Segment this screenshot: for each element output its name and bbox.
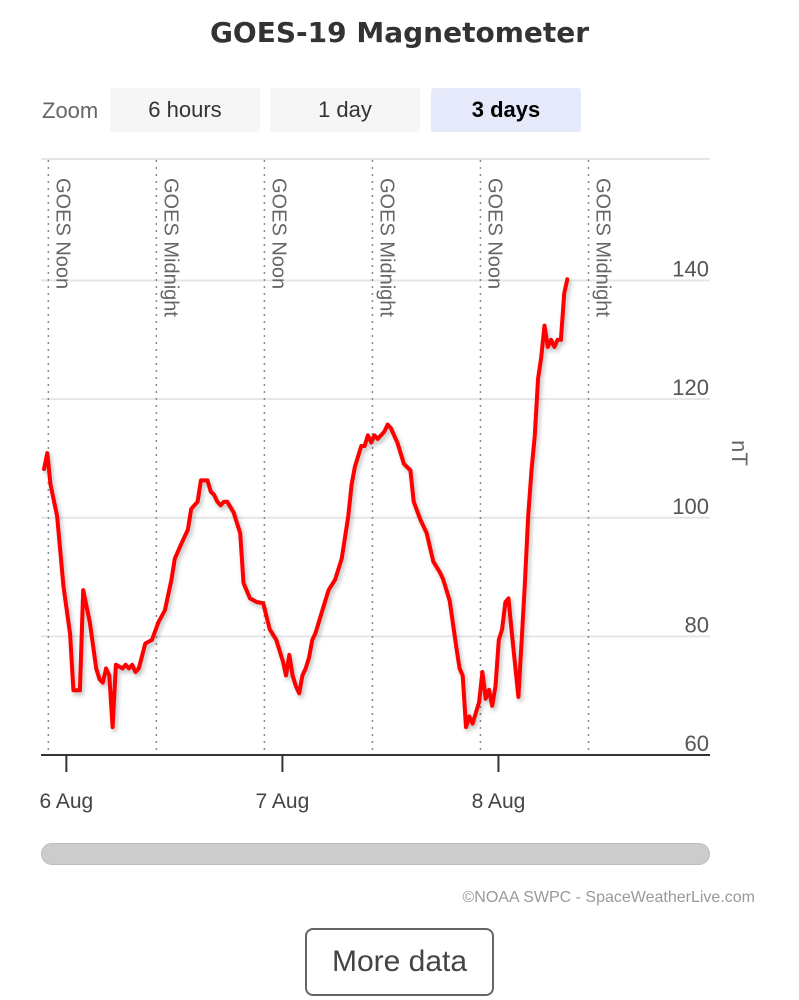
plot-line-label: GOES Noon <box>483 178 505 289</box>
y-tick-label: 60 <box>685 731 709 756</box>
plot-line-label: GOES Noon <box>267 178 289 289</box>
y-grid <box>41 279 710 638</box>
y-tick-label: 80 <box>685 612 709 637</box>
plot-line-label: GOES Midnight <box>375 178 397 317</box>
chart-title: GOES-19 Magnetometer <box>209 16 590 49</box>
series-line <box>42 277 570 730</box>
magnetometer-chart: GOES Noon GOES Midnight GOES Noon GOES Midn… <box>39 158 752 813</box>
zoom-3-days-button[interactable]: 3 days <box>431 88 581 132</box>
x-tick-label: 6 Aug <box>39 790 93 813</box>
y-tick-label: 120 <box>672 375 709 400</box>
zoom-6-hours-button[interactable]: 6 hours <box>110 88 260 132</box>
plot-lines: GOES Noon GOES Midnight GOES Noon GOES Midn… <box>47 160 613 755</box>
navigator-scrollbar[interactable] <box>41 843 710 865</box>
credits-text: ©NOAA SWPC - SpaceWeatherLive.com <box>462 889 755 906</box>
x-tick-label: 7 Aug <box>256 790 310 813</box>
plot-line-label: GOES Midnight <box>159 178 181 317</box>
x-axis-ticks: 6 Aug 7 Aug 8 Aug <box>39 755 525 813</box>
plot-line-label: GOES Midnight <box>591 178 613 317</box>
y-axis-title: nT <box>727 440 752 466</box>
more-data-button[interactable]: More data <box>305 928 494 996</box>
y-tick-label: 100 <box>672 494 709 519</box>
zoom-label: Zoom <box>42 98 99 123</box>
x-tick-label: 8 Aug <box>472 790 526 813</box>
plot-line-label: GOES Noon <box>51 178 73 289</box>
zoom-1-day-button[interactable]: 1 day <box>270 88 420 132</box>
y-tick-label: 140 <box>672 257 709 282</box>
y-axis-labels: 60 80 100 120 140 <box>672 257 709 757</box>
